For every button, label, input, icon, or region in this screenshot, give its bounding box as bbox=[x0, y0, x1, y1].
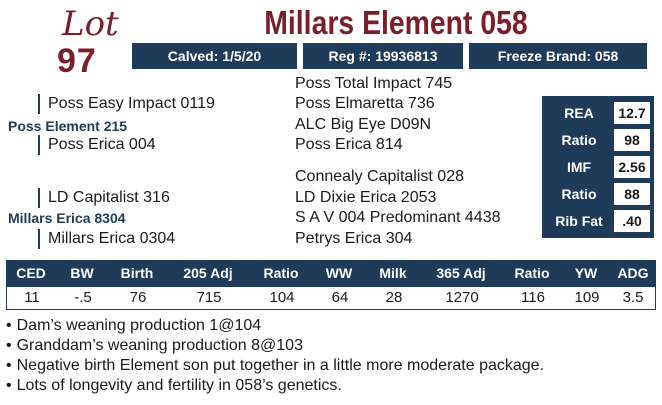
sire-dam-dam: Poss Erica 814 bbox=[295, 136, 403, 153]
epd-value-ww: 64 bbox=[331, 289, 349, 306]
stat-value: 88 bbox=[614, 183, 650, 205]
epd-header-row: CED BW Birth 205 Adj Ratio WW Milk 365 A… bbox=[6, 260, 656, 286]
epd-header-bw: BW bbox=[70, 265, 94, 281]
stat-row-imf: IMF 2.56 bbox=[542, 153, 654, 181]
lot-number: 97 bbox=[57, 42, 97, 80]
stat-row-rea-ratio: Ratio 98 bbox=[542, 126, 654, 154]
sire-sire-dam: Poss Elmaretta 736 bbox=[295, 95, 435, 112]
epd-header-yw: YW bbox=[574, 265, 598, 281]
epd-header-milk: Milk bbox=[379, 265, 407, 281]
epd-value-bw: -.5 bbox=[74, 289, 92, 306]
epd-value-yw: 109 bbox=[574, 289, 600, 306]
epd-value-ratio-2: 116 bbox=[521, 289, 545, 306]
epd-value-birth: 76 bbox=[129, 289, 147, 306]
sire-sire-sire: Poss Total Impact 745 bbox=[295, 75, 453, 92]
epd-header-ratio: Ratio bbox=[263, 265, 299, 281]
epd-value-adg: 3.5 bbox=[622, 289, 644, 306]
stat-label: Rib Fat bbox=[555, 213, 603, 229]
epd-value-milk: 28 bbox=[385, 289, 403, 306]
calved-date: Calved: 1/5/20 bbox=[132, 43, 297, 69]
stat-row-imf-ratio: Ratio 88 bbox=[542, 180, 654, 208]
epd-header-ratio-2: Ratio bbox=[514, 265, 550, 281]
dam-sire-sire: Connealy Capitalist 028 bbox=[295, 168, 464, 185]
epd-value-ratio: 104 bbox=[269, 289, 295, 306]
epd-header-birth: Birth bbox=[120, 265, 154, 281]
epd-value-365adj: 1270 bbox=[445, 289, 479, 306]
page-title: Millars Element 058 bbox=[264, 4, 528, 41]
dam-sire-dam: LD Dixie Erica 2053 bbox=[295, 189, 437, 206]
lot-label: Lot bbox=[62, 4, 119, 44]
stat-label: IMF bbox=[566, 159, 592, 175]
note-item: Dam’s weaning production 1@104 bbox=[6, 316, 656, 336]
dam-sire: LD Capitalist 316 bbox=[38, 188, 170, 208]
freeze-brand: Freeze Brand: 058 bbox=[469, 43, 647, 69]
epd-header-ww: WW bbox=[325, 265, 353, 281]
stat-row-rea: REA 12.7 bbox=[542, 99, 654, 127]
epd-table: CED BW Birth 205 Adj Ratio WW Milk 365 A… bbox=[6, 260, 656, 310]
dam-dam-sire: S A V 004 Predominant 4438 bbox=[295, 209, 501, 226]
dam-dam-dam: Petrys Erica 304 bbox=[295, 230, 413, 247]
epd-header-adg: ADG bbox=[617, 265, 649, 281]
note-item: Lots of longevity and fertility in 058’s… bbox=[6, 376, 656, 396]
stat-value: 2.56 bbox=[614, 156, 650, 178]
sire-dam-sire: ALC Big Eye D09N bbox=[295, 116, 432, 133]
stat-label: Ratio bbox=[561, 186, 597, 202]
info-bar: Calved: 1/5/20 Reg #: 19936813 Freeze Br… bbox=[132, 43, 647, 69]
epd-header-365adj: 365 Adj bbox=[436, 265, 486, 281]
carcass-stats-table: REA 12.7 Ratio 98 IMF 2.56 Ratio 88 Rib … bbox=[542, 96, 654, 238]
stat-value: 98 bbox=[614, 129, 650, 151]
note-item: Granddam’s weaning production 8@103 bbox=[6, 336, 656, 356]
sire-sire: Poss Easy Impact 0119 bbox=[38, 94, 215, 114]
stat-row-rib-fat: Rib Fat .40 bbox=[542, 207, 654, 235]
sire-name: Poss Element 215 bbox=[8, 118, 128, 134]
sire-dam: Poss Erica 004 bbox=[38, 135, 156, 155]
registration-number: Reg #: 19936813 bbox=[303, 43, 463, 69]
stat-label: Ratio bbox=[561, 132, 597, 148]
epd-header-205adj: 205 Adj bbox=[183, 265, 233, 281]
notes-list: Dam’s weaning production 1@104 Granddam’… bbox=[6, 316, 656, 396]
epd-header-ced: CED bbox=[16, 265, 46, 281]
epd-value-row: 11 -.5 76 715 104 64 28 1270 116 109 3.5 bbox=[6, 286, 656, 310]
stat-value: 12.7 bbox=[614, 102, 650, 124]
stat-value: .40 bbox=[614, 210, 650, 232]
note-item: Negative birth Element son put together … bbox=[6, 356, 656, 376]
stat-label: REA bbox=[564, 105, 594, 121]
epd-value-205adj: 715 bbox=[196, 289, 222, 306]
dam-dam: Millars Erica 0304 bbox=[38, 229, 175, 249]
epd-value-ced: 11 bbox=[24, 289, 40, 306]
dam-name: Millars Erica 8304 bbox=[8, 210, 126, 226]
